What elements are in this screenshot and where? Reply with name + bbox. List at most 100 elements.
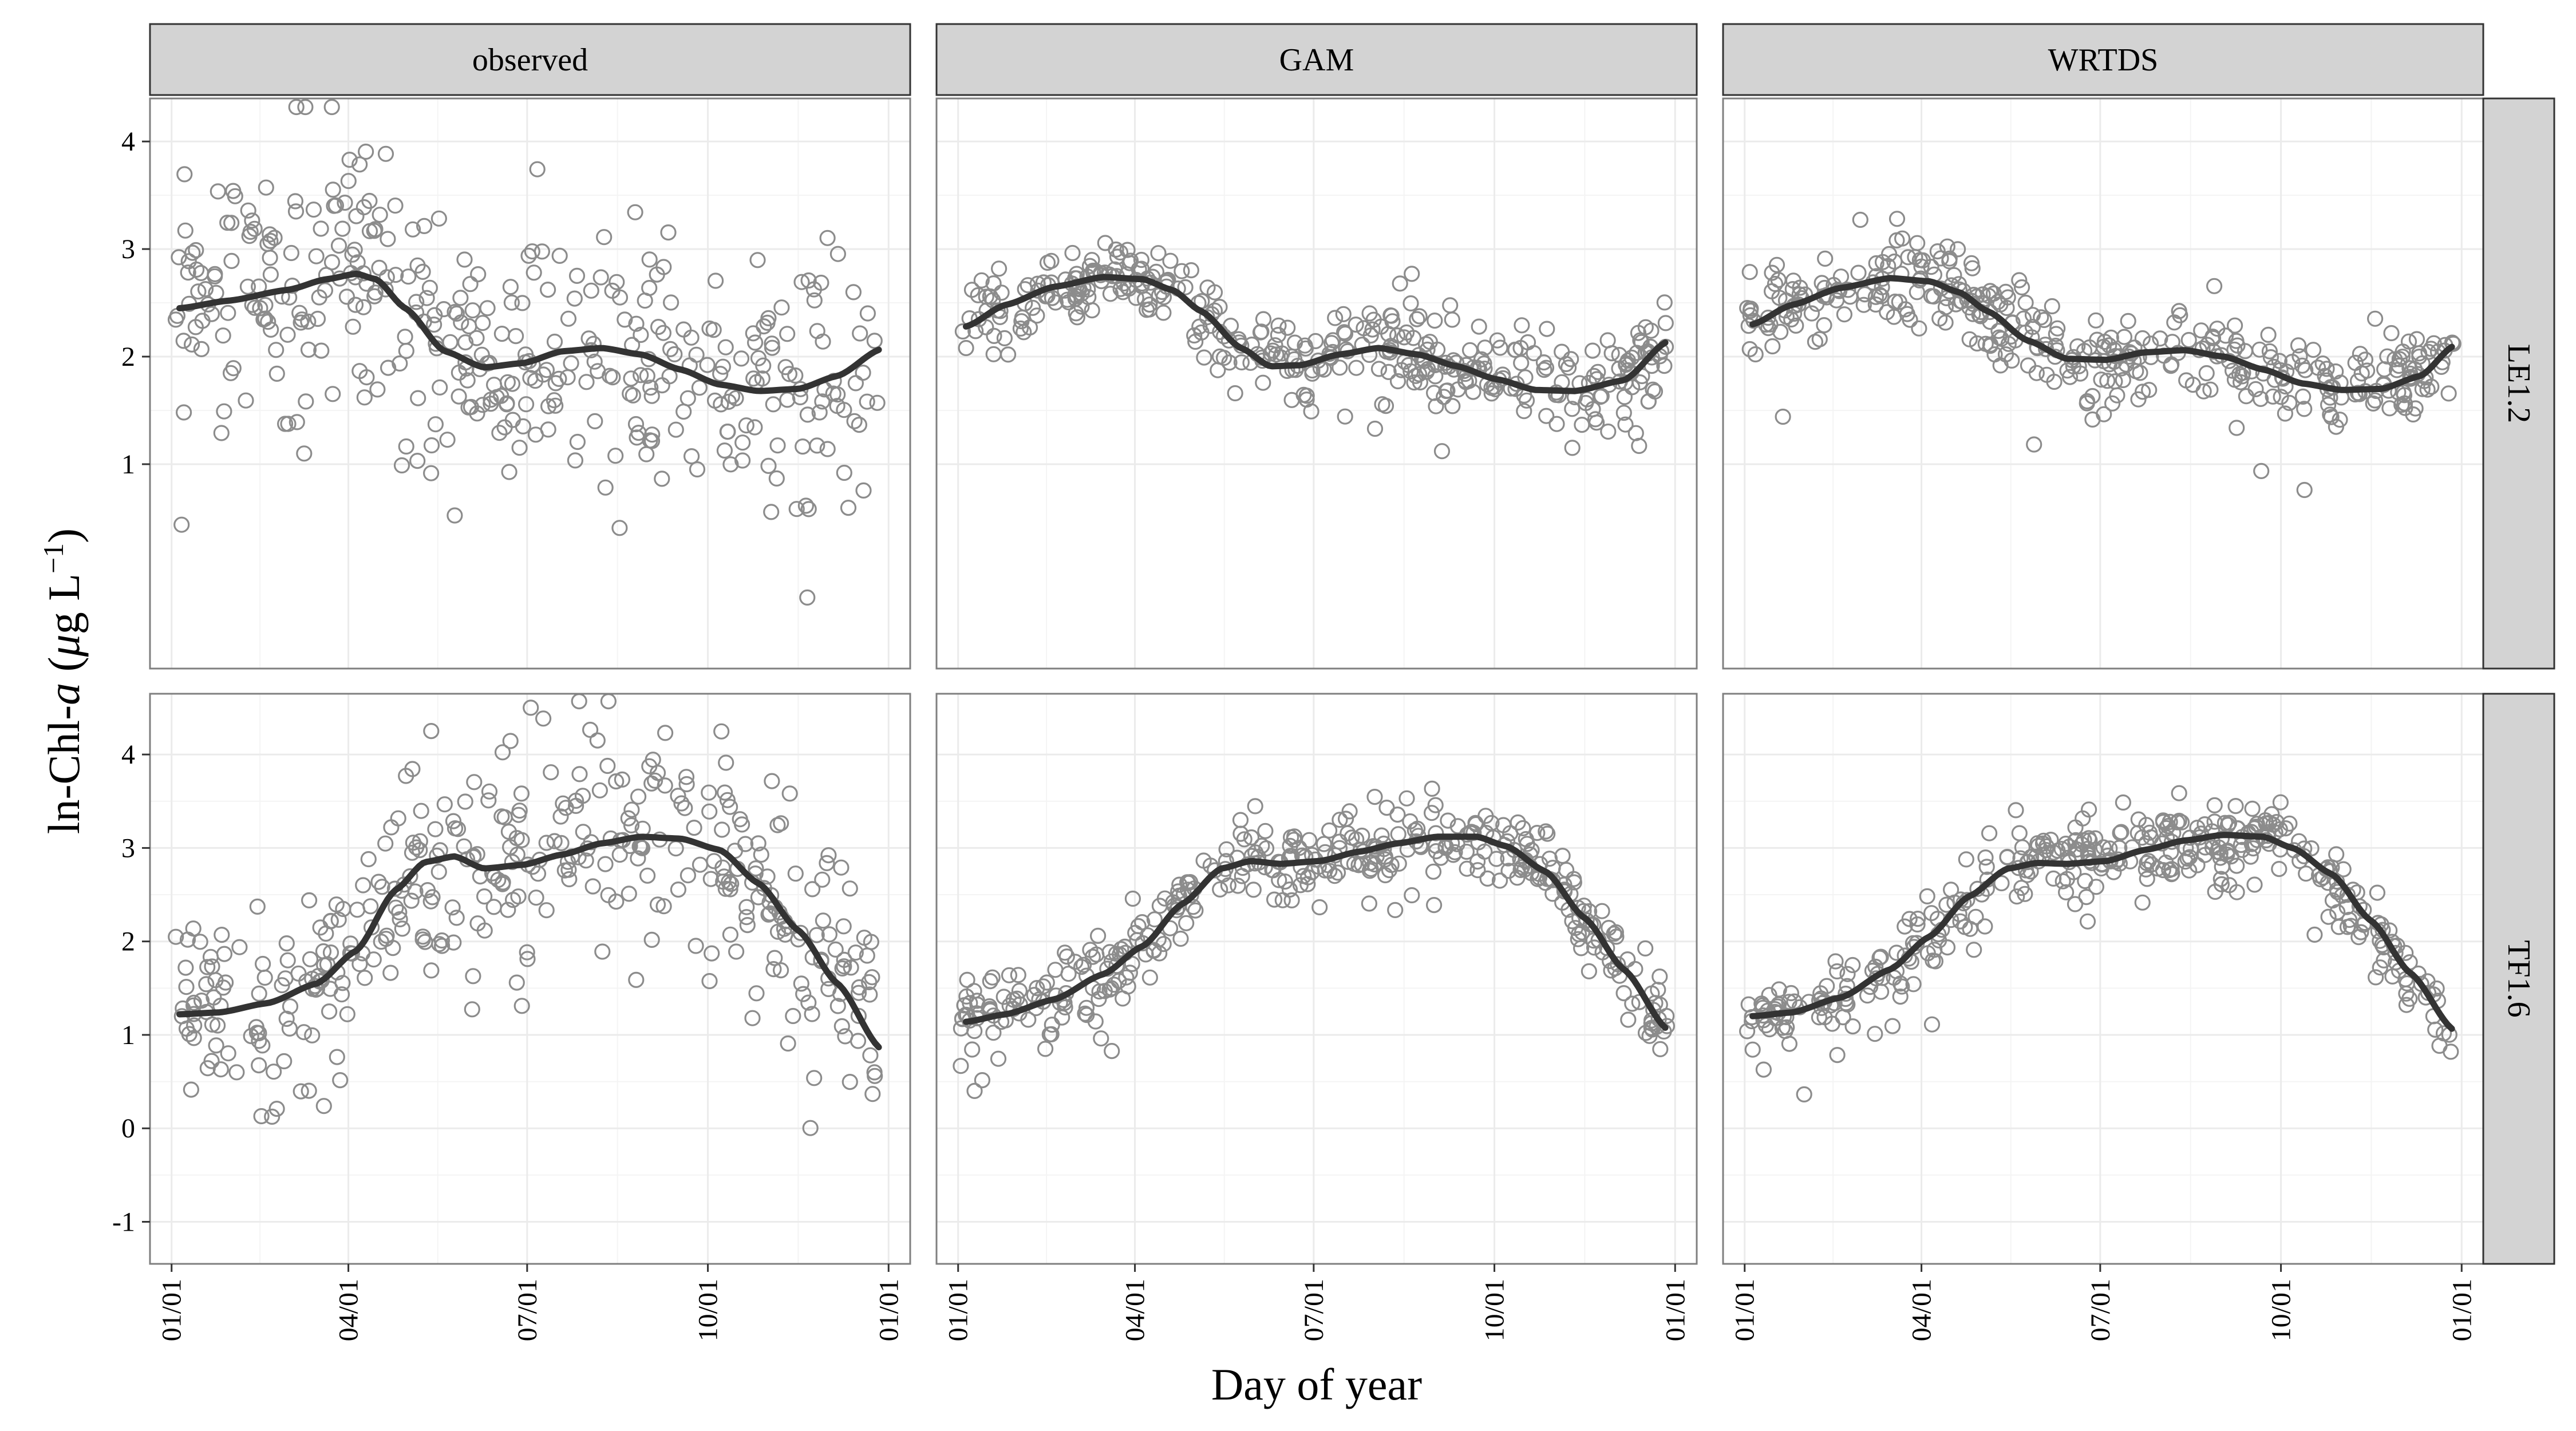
data-point — [1337, 408, 1353, 425]
data-point — [1315, 361, 1332, 378]
data-point — [1747, 346, 1764, 363]
data-point — [510, 807, 527, 823]
data-point — [176, 404, 192, 421]
data-point — [1554, 343, 1570, 360]
data-point — [1377, 397, 1394, 414]
data-point — [347, 297, 364, 313]
data-point — [251, 985, 267, 1002]
data-point — [231, 939, 248, 955]
data-point — [834, 960, 851, 977]
data-point — [1909, 916, 1926, 933]
data-point — [313, 342, 330, 359]
data-point — [465, 968, 481, 985]
data-point — [714, 358, 732, 375]
data-point — [1461, 373, 1477, 389]
data-point — [1091, 983, 1108, 1000]
data-point — [315, 1098, 332, 1114]
y-tick-label: 3 — [121, 833, 135, 863]
data-point — [852, 325, 868, 342]
data-point — [1479, 870, 1496, 887]
data-point — [795, 438, 811, 455]
data-point — [1366, 420, 1384, 437]
data-point — [1844, 956, 1861, 974]
row-strip-box — [2482, 693, 2555, 1265]
data-point — [1897, 918, 1913, 935]
data-point — [568, 267, 586, 284]
data-point — [722, 926, 739, 943]
data-point — [1424, 780, 1440, 797]
x-tick-label: 10/01 — [2266, 1279, 2297, 1341]
data-point — [600, 887, 617, 903]
data-point — [268, 342, 285, 358]
data-point — [1963, 292, 1980, 309]
data-point — [1992, 296, 2009, 313]
data-point — [262, 226, 278, 243]
data-point — [1409, 820, 1426, 837]
data-point — [444, 899, 461, 916]
data-point — [1155, 936, 1172, 952]
data-point — [1652, 1041, 1669, 1058]
data-point — [2044, 298, 2060, 315]
panel-LE1.2-WRTDS — [1722, 97, 2484, 670]
data-point — [1564, 440, 1581, 456]
data-point — [1807, 334, 1823, 350]
data-point — [2218, 327, 2234, 344]
data-point — [1946, 267, 1962, 283]
data-point — [2169, 814, 2186, 831]
data-point — [1406, 374, 1423, 391]
data-point — [513, 998, 530, 1014]
data-point — [287, 193, 304, 209]
data-point — [553, 835, 570, 852]
data-point — [204, 958, 220, 975]
data-point — [2104, 395, 2121, 412]
data-point — [1537, 875, 1554, 891]
data-point — [266, 230, 283, 246]
data-point — [846, 413, 863, 429]
data-point — [452, 290, 469, 306]
data-point — [491, 425, 508, 441]
data-point — [1590, 363, 1606, 380]
data-point — [2152, 330, 2168, 347]
data-point — [1538, 823, 1554, 840]
data-point — [1191, 318, 1208, 335]
data-point — [468, 330, 485, 346]
data-point — [795, 986, 812, 1002]
data-point — [262, 266, 279, 283]
data-point — [383, 819, 400, 836]
data-point — [1792, 279, 1808, 296]
data-point — [2115, 371, 2131, 389]
data-point — [561, 871, 578, 888]
data-point — [517, 396, 535, 413]
data-point — [382, 964, 399, 981]
data-point — [1398, 790, 1415, 807]
data-point — [1116, 938, 1133, 955]
data-point — [212, 1061, 229, 1078]
data-point — [1124, 890, 1141, 907]
data-point — [255, 955, 271, 973]
column-strip-label: GAM — [1279, 42, 1354, 78]
data-point — [1332, 359, 1348, 376]
y-axis-title-prefix: ln-Chl- — [39, 705, 89, 834]
data-point — [583, 282, 599, 299]
data-point — [2295, 388, 2312, 405]
data-point — [675, 403, 692, 420]
data-point — [2213, 876, 2230, 893]
data-point — [1141, 969, 1159, 986]
data-point — [1585, 401, 1601, 418]
data-point — [686, 819, 702, 836]
data-point — [329, 1049, 345, 1065]
data-point — [1270, 326, 1286, 343]
data-point — [958, 988, 975, 1005]
data-point — [1938, 896, 1955, 913]
data-point — [422, 893, 439, 910]
data-point — [203, 1053, 220, 1069]
data-point — [627, 416, 645, 433]
data-point — [1600, 423, 1617, 440]
data-point — [404, 221, 421, 238]
data-point — [1601, 919, 1617, 936]
data-point — [814, 871, 831, 888]
data-point — [1775, 408, 1791, 425]
data-point — [1212, 881, 1228, 898]
data-point — [2367, 310, 2384, 327]
data-point — [1891, 294, 1907, 310]
